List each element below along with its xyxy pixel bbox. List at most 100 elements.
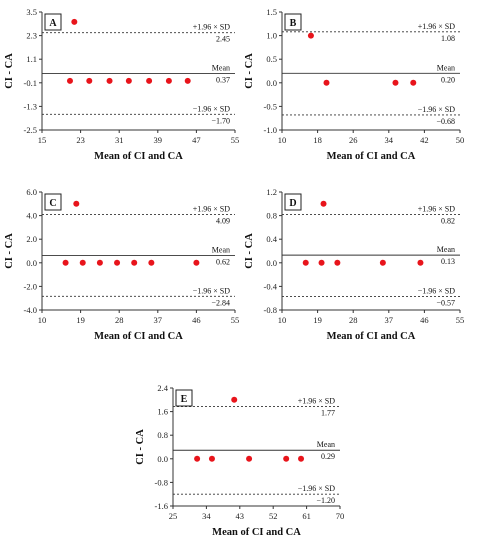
x-tick-label: 19	[313, 315, 322, 325]
y-axis-label: CI - CA	[244, 53, 255, 89]
panel-a: -2.5 -1.3 -0.1 1.1 2.3 3.5 15 23 31 39 47 55 Mean of…	[4, 7, 239, 162]
lower-limit-label: −1.96 × SD	[193, 104, 230, 113]
data-point	[379, 259, 386, 266]
x-tick-label: 10	[278, 315, 287, 325]
upper-limit-value: 0.82	[441, 216, 455, 225]
data-point	[96, 259, 103, 266]
lower-limit-label: −1.96 × SD	[418, 105, 455, 114]
lower-limit-label: −1.96 × SD	[193, 286, 230, 295]
y-tick-label: 1.6	[157, 407, 168, 417]
x-tick-label: 50	[456, 135, 465, 145]
data-point	[246, 455, 253, 462]
y-tick-label: -4.0	[24, 305, 37, 315]
x-axis-label: Mean of CI and CA	[94, 331, 183, 342]
y-tick-label: -0.5	[264, 101, 277, 111]
upper-limit-label: +1.96 × SD	[298, 397, 335, 406]
x-tick-label: 31	[115, 135, 124, 145]
mean-value: 0.20	[441, 75, 455, 84]
x-tick-label: 46	[192, 315, 201, 325]
panel-b: -1.0 -0.5 0.0 0.5 1.0 1.5 10 18 26 34 42 50 Mean of …	[244, 7, 464, 162]
y-tick-label: -0.4	[264, 281, 278, 291]
panel-letter: A	[49, 18, 57, 29]
x-axis-label: Mean of CI and CA	[94, 151, 183, 162]
mean-value: 0.62	[216, 257, 230, 266]
y-tick-label: 0.0	[266, 258, 277, 268]
y-tick-label: 0.8	[157, 430, 168, 440]
x-tick-label: 55	[231, 315, 240, 325]
y-tick-label: 0.8	[266, 211, 277, 221]
x-tick-label: 37	[154, 315, 163, 325]
y-tick-label: 0.0	[26, 258, 37, 268]
y-tick-label: 0.0	[266, 78, 277, 88]
x-tick-label: 15	[38, 135, 47, 145]
y-tick-label: 0.4	[266, 234, 277, 244]
y-axis-label: CI - CA	[4, 53, 15, 89]
data-point	[194, 455, 201, 462]
lower-limit-label: −1.96 × SD	[298, 484, 335, 493]
data-point	[334, 259, 341, 266]
y-tick-label: -1.6	[155, 501, 168, 511]
x-tick-label: 42	[420, 135, 429, 145]
data-point	[62, 259, 69, 266]
y-tick-label: 0.5	[266, 54, 277, 64]
data-point	[231, 396, 238, 403]
y-tick-label: -0.1	[24, 78, 37, 88]
panel-e: -1.6 -0.8 0.0 0.8 1.6 2.4 25 34 43 52 61 70 Mean of …	[135, 383, 344, 538]
lower-limit-value: −0.57	[436, 298, 455, 307]
x-tick-label: 28	[349, 315, 358, 325]
upper-limit-value: 4.09	[216, 217, 230, 226]
upper-limit-label: +1.96 × SD	[193, 23, 230, 32]
x-tick-label: 28	[115, 315, 124, 325]
y-tick-label: 2.3	[26, 31, 37, 41]
mean-value: 0.37	[216, 76, 230, 85]
x-tick-label: 55	[231, 135, 240, 145]
panel-letter-box	[284, 13, 302, 31]
panel-letter: D	[289, 198, 296, 209]
data-point	[79, 259, 86, 266]
data-point	[307, 32, 314, 39]
upper-limit-value: 1.08	[441, 34, 455, 43]
x-tick-label: 70	[336, 511, 345, 521]
panel-c: -4.0 -2.0 0.0 2.0 4.0 6.0 10 19 28 37 46 55 Mean of …	[4, 187, 239, 342]
mean-value: 0.13	[441, 257, 455, 266]
y-tick-label: 0.0	[157, 454, 168, 464]
data-point	[392, 79, 399, 86]
lower-limit-value: −1.20	[316, 496, 335, 505]
mean-label: Mean	[437, 245, 455, 254]
y-tick-label: 1.1	[26, 54, 37, 64]
y-tick-label: 6.0	[26, 187, 37, 197]
x-tick-label: 25	[169, 511, 178, 521]
lower-limit-value: −1.70	[211, 116, 230, 125]
panel-letter-box	[284, 193, 302, 211]
y-tick-label: -2.5	[24, 125, 37, 135]
x-tick-label: 61	[302, 511, 311, 521]
mean-label: Mean	[437, 63, 455, 72]
data-point	[73, 200, 80, 207]
lower-limit-value: −2.84	[211, 298, 230, 307]
lower-limit-value: −0.68	[436, 117, 455, 126]
data-point	[71, 18, 78, 25]
data-point	[298, 455, 305, 462]
x-tick-label: 46	[420, 315, 429, 325]
y-axis-label: CI - CA	[4, 233, 15, 269]
x-tick-label: 37	[385, 315, 394, 325]
data-point	[318, 259, 325, 266]
mean-value: 0.29	[321, 452, 335, 461]
panel-letter: B	[290, 18, 297, 29]
y-tick-label: 1.2	[266, 187, 277, 197]
panel-letter-box	[44, 13, 62, 31]
data-point	[131, 259, 138, 266]
x-axis-label: Mean of CI and CA	[212, 527, 301, 538]
data-point	[320, 200, 327, 207]
data-point	[66, 77, 73, 84]
data-point	[86, 77, 93, 84]
x-tick-label: 18	[313, 135, 322, 145]
x-tick-label: 23	[76, 135, 85, 145]
upper-limit-value: 1.77	[321, 409, 335, 418]
data-point	[193, 259, 200, 266]
data-point	[410, 79, 417, 86]
data-point	[125, 77, 132, 84]
data-point	[283, 455, 290, 462]
y-tick-label: 1.0	[266, 31, 277, 41]
